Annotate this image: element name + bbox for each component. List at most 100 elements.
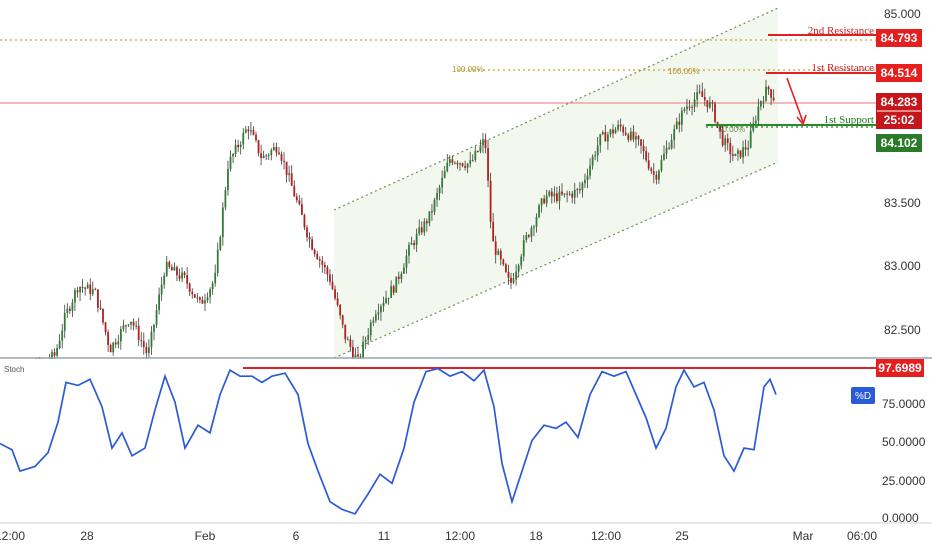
candle-body — [734, 153, 737, 156]
candle-body — [558, 191, 561, 202]
candle-body — [448, 159, 451, 163]
candle-body — [482, 139, 484, 146]
candle-body — [374, 314, 377, 321]
stoch-tick-label: 0.0000 — [882, 511, 919, 525]
candle-body — [484, 139, 487, 149]
x-tick-label: 28 — [80, 529, 94, 543]
candle-body — [721, 130, 724, 146]
candle-body — [757, 106, 760, 121]
candle-body — [364, 339, 367, 342]
candle-body — [275, 147, 278, 153]
candle-body — [561, 191, 563, 195]
candle-body — [505, 264, 507, 272]
candle-body — [494, 241, 497, 255]
candle-body — [219, 237, 222, 250]
candle-body — [459, 163, 461, 165]
candle-body — [385, 298, 387, 304]
candle-body — [339, 304, 342, 316]
candle-body — [86, 284, 89, 289]
x-tick-label: 12:00 — [445, 529, 475, 543]
stoch-tick-label: 50.0000 — [882, 435, 926, 449]
time-axis[interactable]: 12:00 28 Feb 6 11 12:00 18 12:00 25 Mar … — [0, 529, 877, 543]
candle-body — [367, 335, 370, 340]
candle-body — [344, 324, 347, 340]
candle-body — [747, 147, 750, 150]
candle-body — [770, 89, 772, 98]
candle-body — [303, 214, 306, 228]
stoch-indicator-label[interactable]: Stoch — [4, 365, 24, 374]
y-tick-label: 83.000 — [884, 259, 921, 273]
x-tick-label: 11 — [378, 529, 391, 543]
stoch-level-tag — [876, 359, 924, 377]
resistance-1-label: 1st Resistance — [811, 62, 874, 74]
resistance-2-value: 84.793 — [881, 31, 918, 45]
candle-body — [272, 147, 275, 151]
candle-body — [754, 120, 757, 124]
candle-body — [334, 289, 336, 299]
candle-body — [244, 129, 247, 133]
candle-body — [109, 344, 112, 353]
support-tag — [876, 134, 922, 152]
candle-body — [619, 124, 622, 127]
candle-body — [538, 205, 540, 218]
candle-body — [250, 130, 252, 132]
candle-body — [214, 272, 217, 284]
candle-body — [479, 145, 482, 152]
candle-body — [107, 332, 109, 345]
candle-body — [624, 132, 627, 135]
candle-body — [221, 207, 224, 238]
price-axis[interactable]: 85.000 83.500 83.000 82.500 — [884, 7, 921, 337]
stoch-tick-label: 25.0000 — [882, 474, 926, 488]
candle-body — [749, 130, 752, 148]
stoch-series-label: %D — [855, 391, 871, 402]
candle-body — [316, 253, 319, 260]
candle-body — [204, 300, 206, 304]
candle-body — [425, 221, 428, 224]
candle-body — [627, 134, 630, 140]
stoch-series-tag[interactable] — [851, 387, 875, 404]
candle-body — [668, 147, 670, 149]
candle-body — [596, 145, 599, 156]
candle-body — [311, 239, 313, 250]
candle-body — [329, 274, 331, 282]
candle-body — [530, 227, 533, 237]
candle-body — [540, 198, 543, 206]
stoch-pane[interactable] — [0, 359, 878, 522]
stoch-line — [0, 367, 777, 515]
candle-body — [431, 211, 433, 213]
x-tick-label: 6 — [293, 529, 300, 543]
candle-body — [346, 339, 349, 341]
candle-body — [357, 354, 359, 357]
candle-body — [589, 165, 591, 176]
candle-body — [568, 193, 571, 195]
candle-body — [336, 298, 339, 305]
candle-body — [199, 297, 201, 300]
candle-body — [578, 189, 581, 191]
candle-body — [71, 302, 74, 311]
candle-body — [206, 297, 209, 301]
x-tick-label: 06:00 — [847, 529, 877, 543]
candle-body — [464, 165, 466, 168]
candle-body — [293, 185, 296, 197]
candle-body — [650, 168, 653, 172]
resistance-1-value: 84.514 — [881, 66, 918, 80]
stoch-axis[interactable]: 75.0000 50.0000 25.0000 0.0000 — [882, 397, 926, 525]
candle-body — [186, 275, 189, 284]
candle-body — [441, 177, 444, 188]
candle-body — [517, 265, 520, 272]
candle-body — [428, 211, 431, 224]
candle-body — [665, 147, 668, 154]
candle-body — [117, 341, 120, 345]
candle-body — [125, 325, 127, 327]
candle-body — [609, 129, 612, 135]
candle-body — [140, 340, 143, 342]
candle-body — [683, 109, 686, 111]
candle-body — [66, 308, 69, 313]
candle-body — [512, 279, 515, 283]
candle-body — [168, 261, 171, 268]
candle-body — [655, 174, 658, 180]
candle-body — [354, 354, 357, 358]
channel-fill — [334, 8, 778, 358]
candle-body — [377, 312, 380, 315]
